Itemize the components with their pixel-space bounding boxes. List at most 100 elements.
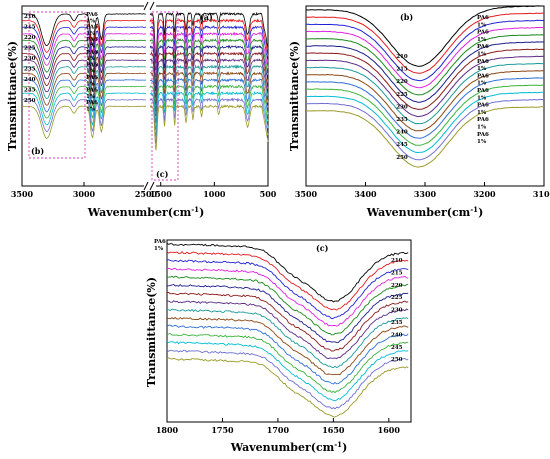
panel-a-series-line — [21, 46, 147, 80]
panel-a-axis-break — [143, 1, 156, 191]
panel-b-center-label: 250 — [396, 155, 408, 161]
panel-b-x-tick-label: 3100 — [533, 189, 550, 199]
panel-a-series-line — [149, 58, 269, 105]
panel-c-series-line — [166, 259, 409, 320]
panel-b-series-line — [305, 12, 545, 74]
panel-a-series-line — [22, 99, 146, 133]
panel-a-line-label: 1% — [86, 18, 96, 24]
panel-a-line-label: 1% — [86, 94, 96, 100]
panel-a-line-label: 1% — [86, 56, 96, 62]
panel-a-series-line — [149, 90, 269, 137]
panel-c-series — [166, 242, 409, 418]
panel-b-right-label: PA6 — [477, 59, 489, 65]
panel-b-right-label: PA6 — [477, 117, 489, 123]
panel-a-series-line — [21, 33, 147, 66]
panel-a-line-label: PA6 — [86, 50, 98, 56]
panel-a-line-label: PA6 — [86, 88, 98, 94]
panel-b-labels: 210215220225230235240245250PA61%PA61%PA6… — [396, 15, 489, 161]
panel-b-xlabel: Wavenumber(cm-1) — [366, 205, 484, 219]
panel-b-series-line — [305, 98, 545, 161]
panel-b-series-line — [305, 70, 544, 132]
panel-b-right-label: 1% — [477, 139, 487, 145]
panel-c-right-label: 240 — [391, 332, 403, 338]
panel-a-x-tick-label: 2500 — [135, 189, 158, 199]
panel-b-series-line — [305, 91, 545, 154]
panel-b-center-label: 235 — [396, 117, 408, 123]
panel-c-series-line — [166, 316, 409, 376]
panel-b-x-tick-label: 3500 — [295, 189, 318, 199]
panel-a-line-label: PA6 — [86, 25, 98, 31]
panel-b-right-label: 1% — [477, 95, 487, 101]
panel-b-center-label: 220 — [396, 79, 408, 85]
panel-a-series-line — [149, 11, 269, 57]
panel-a-series-line — [21, 59, 146, 93]
panel-c-label: (c) — [316, 243, 329, 253]
panel-b-series-line — [306, 41, 545, 103]
panel-a-label: (a) — [200, 12, 213, 22]
panel-b-center-label: 245 — [396, 142, 408, 148]
panel-b-series-line — [305, 106, 545, 168]
panel-a-series-label: 250 — [24, 98, 36, 104]
panel-b-right-label: 1% — [477, 52, 487, 58]
panel-a-series-line — [22, 85, 147, 119]
panel-c-series-line — [166, 333, 409, 394]
panel-a-series-line — [149, 103, 269, 151]
panel-a-series-line — [21, 66, 147, 100]
panel-b-ticks: 3500 3400 3300 3200 3100 — [295, 182, 550, 199]
panel-b-series — [305, 5, 545, 168]
panel-a-series-line — [21, 72, 147, 107]
panel-a-series-line — [21, 19, 146, 54]
panel-a-series-line — [21, 92, 147, 127]
panel-b-label: (b) — [400, 12, 413, 22]
panel-c-right-label: 230 — [391, 308, 403, 314]
panel-c-right-label: 250 — [391, 357, 403, 363]
panel-b-right-label: PA6 — [477, 73, 489, 79]
panel-a-series-label: 215 — [24, 25, 36, 31]
panel-a-line-label: 1% — [86, 81, 96, 87]
panel-b-series-line — [305, 84, 545, 146]
panel-b-x-tick-label: 3300 — [414, 189, 437, 199]
panel-b-series-line — [305, 5, 544, 67]
panel-a-line-label: PA6 — [86, 37, 98, 43]
panel-a-series-label: 245 — [24, 88, 36, 94]
panel-a-zoom-box-b — [28, 11, 86, 159]
panel-b-right-label: PA6 — [477, 44, 489, 50]
panel-c-ticks: 1800 1750 1700 1650 1600 — [156, 418, 401, 435]
panel-a-series-line — [21, 52, 147, 87]
panel-a-line-label: PA6 — [86, 75, 98, 81]
panel-a-series-line — [21, 105, 147, 140]
panel-a-series-line — [149, 38, 269, 85]
panel-a-x-tick-label: 1500 — [150, 189, 173, 199]
panel-b-right-label: 1% — [477, 37, 487, 43]
panel-b-center-label: 230 — [396, 104, 408, 110]
panel-b-x-tick-label: 3200 — [473, 189, 496, 199]
panel-a-xlabel: Wavenumber(cm-1) — [87, 205, 205, 219]
panel-c-top-label: PA6 — [154, 239, 166, 245]
panel-c-ylabel: Transmittance(%) — [145, 277, 158, 387]
panel-a-series-line — [21, 79, 147, 113]
panel-b-frame — [305, 5, 545, 187]
panel-c-x-tick-label: 1700 — [267, 425, 290, 435]
panel-b-right-label: 1% — [477, 66, 487, 72]
panel-c-right-label: 215 — [391, 270, 403, 276]
panel-c-x-tick-label: 1600 — [378, 425, 401, 435]
panel-a-series-label: 210 — [24, 14, 36, 20]
panel-c-series-line — [166, 242, 409, 303]
panel-b-series-line — [305, 48, 545, 110]
panel-b-ylabel: Transmittance(%) — [288, 41, 301, 151]
panel-a-series-line — [149, 97, 269, 144]
panel-c-series-line — [166, 291, 409, 352]
panel-a-series-line — [21, 13, 147, 47]
panel-c-right-label: 220 — [391, 283, 403, 289]
panel-a-series-line — [149, 64, 269, 112]
panel-b-right-label: PA6 — [477, 132, 489, 138]
panel-a-annotation-c: (c) — [156, 169, 169, 179]
panel-b-right-label: PA6 — [477, 88, 489, 94]
panel-a-series-line — [150, 71, 269, 117]
panel-a-series-line — [21, 39, 147, 73]
panel-c-right-label: 210 — [391, 258, 403, 264]
